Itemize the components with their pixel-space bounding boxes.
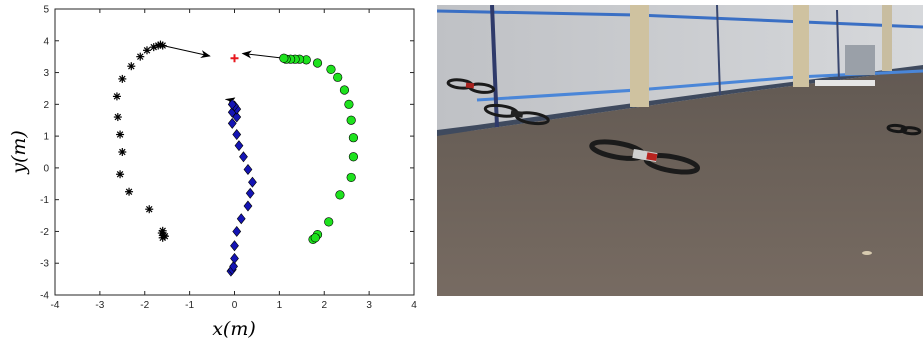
asterisk-marker	[142, 46, 151, 55]
diamond-marker	[248, 176, 257, 188]
circle-marker	[348, 152, 359, 162]
window-frame-right	[836, 9, 840, 82]
circle-marker	[312, 58, 323, 68]
y-tick-label: -4	[40, 291, 49, 302]
x-tick-label: 3	[366, 300, 372, 311]
diamond-marker	[227, 98, 237, 110]
equipment-stack	[845, 45, 875, 75]
asterisk-marker	[125, 187, 134, 196]
floor-mark	[862, 251, 872, 255]
drone-room-photo	[437, 5, 923, 296]
pillar-far	[882, 5, 892, 71]
drone-center	[589, 139, 701, 175]
target-marker	[230, 54, 239, 63]
circle-marker	[339, 85, 350, 95]
diamond-marker	[232, 129, 242, 141]
trajectory-arrows	[162, 45, 284, 107]
circle-marker	[326, 64, 336, 74]
y-tick-label: -1	[40, 195, 49, 206]
asterisk-marker	[160, 232, 169, 241]
x-tick-label: -4	[51, 300, 60, 311]
asterisk-marker	[118, 148, 127, 156]
trajectory-markers	[112, 40, 359, 277]
circle-marker	[324, 217, 334, 227]
circle-marker	[335, 190, 345, 200]
drone-far-left	[446, 78, 496, 94]
axis-tick-labels: -4 -3 -2 -1 0 1 2 3 4 -4 -3 -2 -1 0 1 2 3 4 5	[40, 5, 417, 312]
drone-left	[483, 103, 550, 126]
x-tick-label: -3	[95, 300, 104, 311]
asterisk-marker	[127, 62, 136, 71]
trajectory-plot: -4 -3 -2 -1 0 1 2 3 4 -4 -3 -2 -1 0 1 2 3 4 5 x(m) y(m)	[8, 5, 417, 341]
pillar-right	[793, 5, 809, 87]
y-tick-label: -2	[40, 227, 49, 238]
x-tick-label: 0	[232, 300, 238, 311]
y-tick-label: 2	[43, 100, 49, 111]
asterisk-marker	[116, 170, 125, 179]
y-tick-label: 1	[43, 132, 49, 143]
asterisk-marker	[158, 41, 167, 50]
equipment-base	[815, 80, 875, 86]
trajectory-arrow	[162, 45, 211, 58]
trajectory-arrow	[224, 97, 236, 107]
diamond-marker	[230, 252, 239, 264]
y-tick-label: -3	[40, 259, 49, 270]
axis-ticks	[54, 8, 415, 296]
window-frame-mid	[716, 5, 721, 96]
diamond-marker	[227, 117, 237, 129]
y-axis-label: y(m)	[8, 130, 30, 175]
y-tick-label: 4	[43, 36, 49, 47]
circle-marker	[310, 233, 320, 243]
diamond-marker	[232, 225, 242, 237]
drone-far-right	[886, 123, 922, 136]
circle-marker	[279, 53, 289, 63]
circle-marker	[346, 172, 356, 183]
x-tick-label: 1	[277, 300, 283, 311]
diamond-marker	[239, 151, 248, 163]
asterisk-marker	[113, 113, 122, 122]
circle-marker	[346, 115, 356, 125]
y-tick-label: 3	[43, 68, 49, 79]
y-tick-label: 0	[43, 163, 49, 174]
diamond-marker	[234, 140, 244, 152]
asterisk-marker	[145, 205, 154, 214]
diamond-marker	[230, 240, 239, 252]
asterisk-marker	[136, 52, 145, 61]
circle-marker	[344, 99, 354, 109]
diamond-marker	[243, 163, 253, 175]
asterisk-marker	[116, 130, 125, 139]
circle-marker	[333, 72, 343, 82]
circle-marker	[348, 133, 359, 143]
x-tick-label: 2	[321, 300, 327, 311]
trajectory-arrow	[241, 50, 284, 59]
x-tick-label: -1	[185, 300, 194, 311]
plot-area	[54, 8, 415, 296]
x-tick-label: 4	[411, 300, 417, 311]
y-tick-label: 5	[43, 5, 49, 16]
asterisk-marker	[112, 92, 121, 101]
diamond-marker	[236, 213, 246, 225]
diamond-marker	[229, 260, 238, 272]
pillar-left	[630, 5, 649, 107]
diamond-marker	[243, 200, 253, 212]
diamond-marker	[245, 187, 255, 199]
asterisk-marker	[118, 74, 127, 83]
x-axis-label: x(m)	[212, 318, 256, 340]
x-tick-label: -2	[140, 300, 149, 311]
